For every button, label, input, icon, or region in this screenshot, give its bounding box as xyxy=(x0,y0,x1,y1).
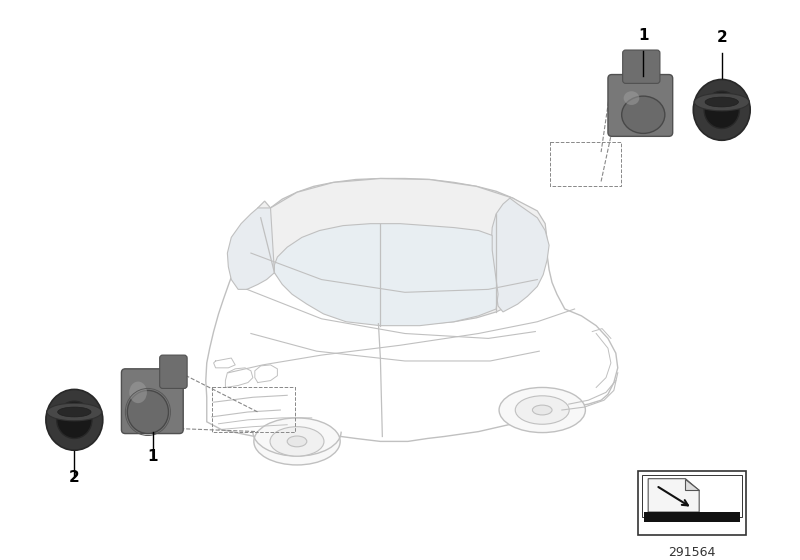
Ellipse shape xyxy=(270,427,324,456)
Ellipse shape xyxy=(694,93,750,111)
Ellipse shape xyxy=(515,396,570,424)
Bar xyxy=(550,142,621,186)
Ellipse shape xyxy=(705,97,738,107)
Ellipse shape xyxy=(130,381,147,403)
Polygon shape xyxy=(648,479,699,512)
FancyBboxPatch shape xyxy=(122,369,183,433)
Text: 291564: 291564 xyxy=(669,547,716,559)
Ellipse shape xyxy=(127,390,169,433)
Polygon shape xyxy=(491,198,549,312)
Polygon shape xyxy=(255,179,547,324)
Ellipse shape xyxy=(57,401,92,438)
Ellipse shape xyxy=(46,389,102,450)
FancyBboxPatch shape xyxy=(608,74,673,136)
Ellipse shape xyxy=(704,91,739,128)
Text: 2: 2 xyxy=(716,30,727,45)
Bar xyxy=(638,471,746,535)
Polygon shape xyxy=(274,223,498,326)
Polygon shape xyxy=(686,479,699,491)
Ellipse shape xyxy=(47,403,102,421)
Ellipse shape xyxy=(58,407,91,417)
Polygon shape xyxy=(227,208,274,290)
Text: 1: 1 xyxy=(147,449,158,464)
Ellipse shape xyxy=(499,388,586,432)
Bar xyxy=(212,388,295,432)
Ellipse shape xyxy=(694,80,750,140)
Bar xyxy=(644,512,740,522)
Ellipse shape xyxy=(287,436,307,447)
Text: 2: 2 xyxy=(69,470,80,484)
Polygon shape xyxy=(206,179,618,441)
Text: 1: 1 xyxy=(638,28,649,43)
FancyBboxPatch shape xyxy=(622,50,660,83)
Ellipse shape xyxy=(254,418,340,465)
Ellipse shape xyxy=(622,96,665,133)
Ellipse shape xyxy=(624,91,639,105)
Ellipse shape xyxy=(533,405,552,415)
Bar xyxy=(642,475,742,517)
FancyBboxPatch shape xyxy=(160,355,187,389)
